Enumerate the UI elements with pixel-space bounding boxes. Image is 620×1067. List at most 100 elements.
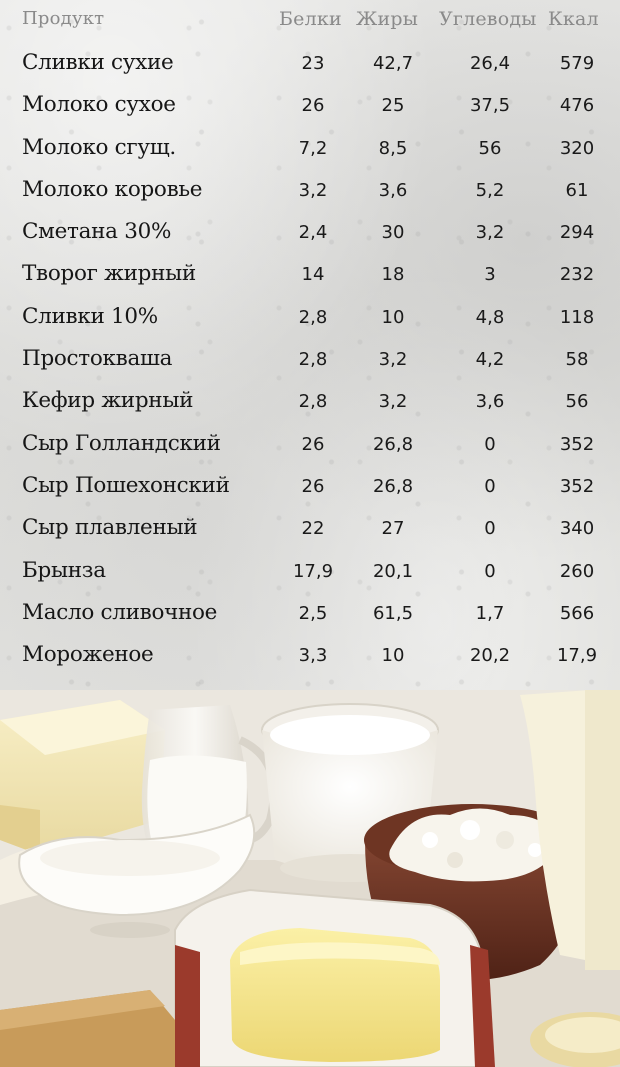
kcal-value: 58 xyxy=(565,349,589,371)
product-name: Простокваша xyxy=(22,346,173,372)
kcal-value: 352 xyxy=(559,475,595,497)
header-fat: Жиры xyxy=(356,8,419,30)
fat-value: 10 xyxy=(381,306,405,328)
protein-value: 26 xyxy=(301,433,325,455)
fat-value: 26,8 xyxy=(372,475,414,497)
kcal-value: 118 xyxy=(559,306,595,328)
kcal-value: 17,9 xyxy=(556,645,598,667)
header-kcal: Ккал xyxy=(548,8,599,30)
table-row: Сливки сухие 23 42,7 26,4 579 xyxy=(0,44,620,86)
carbs-value: 37,5 xyxy=(469,95,511,117)
table-row: Молоко сухое 26 25 37,5 476 xyxy=(0,86,620,128)
carbs-value: 4,8 xyxy=(475,306,505,328)
protein-value: 2,8 xyxy=(298,391,328,413)
kcal-value: 579 xyxy=(559,53,595,74)
carbs-value: 0 xyxy=(484,433,496,455)
kcal-value: 340 xyxy=(559,518,595,540)
paper-texture xyxy=(0,0,620,690)
product-name: Молоко сухое xyxy=(22,92,176,118)
protein-value: 23 xyxy=(301,53,325,74)
table-row: Масло сливочное 2,5 61,5 1,7 566 xyxy=(0,594,620,636)
kcal-value: 260 xyxy=(559,560,595,582)
protein-value: 3,2 xyxy=(298,179,328,201)
fat-value: 8,5 xyxy=(378,137,408,159)
table-row: Творог жирный 14 18 3 232 xyxy=(0,255,620,297)
carbs-value: 4,2 xyxy=(475,349,505,371)
table-row: Молоко коровье 3,2 3,6 5,2 61 xyxy=(0,171,620,213)
kcal-value: 352 xyxy=(559,433,595,455)
header-carbs: Углеводы xyxy=(439,8,537,30)
protein-value: 17,9 xyxy=(292,560,334,582)
carbs-value: 20,2 xyxy=(469,645,511,667)
small-bowl xyxy=(530,1012,620,1067)
carbs-value: 3,6 xyxy=(475,391,505,413)
table-header: Продукт Белки Жиры Углеводы Ккал xyxy=(0,0,620,40)
table-row: Сметана 30% 2,4 30 3,2 294 xyxy=(0,213,620,255)
carbs-value: 5,2 xyxy=(475,179,505,201)
protein-value: 7,2 xyxy=(298,137,328,159)
protein-value: 2,5 xyxy=(298,602,328,624)
fat-value: 10 xyxy=(381,645,405,667)
product-name: Сыр Голландский xyxy=(22,430,221,456)
carbs-value: 3 xyxy=(484,264,496,286)
cream-jar xyxy=(520,690,620,970)
table-row: Кефир жирный 2,8 3,2 3,6 56 xyxy=(0,382,620,424)
fat-value: 27 xyxy=(381,518,405,540)
protein-value: 2,8 xyxy=(298,306,328,328)
butter-dish xyxy=(174,888,495,1067)
carbs-value: 56 xyxy=(478,137,502,159)
table-row: Сыр плавленый 22 27 0 340 xyxy=(0,509,620,551)
fat-value: 3,2 xyxy=(378,391,408,413)
fat-value: 61,5 xyxy=(372,602,414,624)
carbs-value: 0 xyxy=(484,475,496,497)
nutrition-table: Продукт Белки Жиры Углеводы Ккал Сливки … xyxy=(0,0,620,690)
fat-value: 3,6 xyxy=(378,179,408,201)
product-name: Творог жирный xyxy=(22,261,196,287)
protein-value: 2,4 xyxy=(298,222,328,244)
table-row: Брынза 17,9 20,1 0 260 xyxy=(0,552,620,594)
fat-value: 42,7 xyxy=(372,53,414,74)
protein-value: 26 xyxy=(301,95,325,117)
kcal-value: 476 xyxy=(559,95,595,117)
product-name: Сливки сухие xyxy=(22,50,174,75)
fat-value: 20,1 xyxy=(372,560,414,582)
protein-value: 3,3 xyxy=(298,645,328,667)
table-row: Молоко сгущ. 7,2 8,5 56 320 xyxy=(0,129,620,171)
table-row: Мороженое 3,3 10 20,2 17,9 xyxy=(0,636,620,678)
fat-value: 25 xyxy=(381,95,405,117)
protein-value: 14 xyxy=(301,264,325,286)
protein-value: 2,8 xyxy=(298,349,328,371)
header-protein: Белки xyxy=(279,8,342,30)
product-name: Сливки 10% xyxy=(22,303,158,329)
carbs-value: 1,7 xyxy=(475,602,505,624)
product-name: Масло сливочное xyxy=(22,599,218,625)
table-row: Сыр Пошехонский 26 26,8 0 352 xyxy=(0,467,620,509)
fat-value: 30 xyxy=(381,222,405,244)
product-name: Молоко сгущ. xyxy=(22,134,176,160)
product-name: Брынза xyxy=(22,557,106,583)
kcal-value: 294 xyxy=(559,222,595,244)
carbs-value: 0 xyxy=(484,518,496,540)
kcal-value: 232 xyxy=(559,264,595,286)
protein-value: 22 xyxy=(301,518,325,540)
kcal-value: 61 xyxy=(565,179,589,201)
carbs-value: 26,4 xyxy=(469,53,511,74)
kcal-value: 566 xyxy=(559,602,595,624)
dairy-products-photo xyxy=(0,690,620,1067)
header-product: Продукт xyxy=(22,8,105,29)
table-row: Сыр Голландский 26 26,8 0 352 xyxy=(0,425,620,467)
product-name: Кефир жирный xyxy=(22,388,194,414)
product-name: Сыр Пошехонский xyxy=(22,472,230,498)
wooden-board xyxy=(0,990,175,1067)
fat-value: 26,8 xyxy=(372,433,414,455)
product-name: Сметана 30% xyxy=(22,219,172,245)
fat-value: 18 xyxy=(381,264,405,286)
table-body: Сливки сухие 23 42,7 26,4 579 Молоко сухое 26 2… xyxy=(0,44,620,678)
protein-value: 26 xyxy=(301,475,325,497)
carbs-value: 3,2 xyxy=(475,222,505,244)
product-name: Мороженое xyxy=(22,642,154,668)
product-name: Молоко коровье xyxy=(22,176,203,202)
table-row: Сливки 10% 2,8 10 4,8 118 xyxy=(0,298,620,340)
kcal-value: 56 xyxy=(565,391,589,413)
